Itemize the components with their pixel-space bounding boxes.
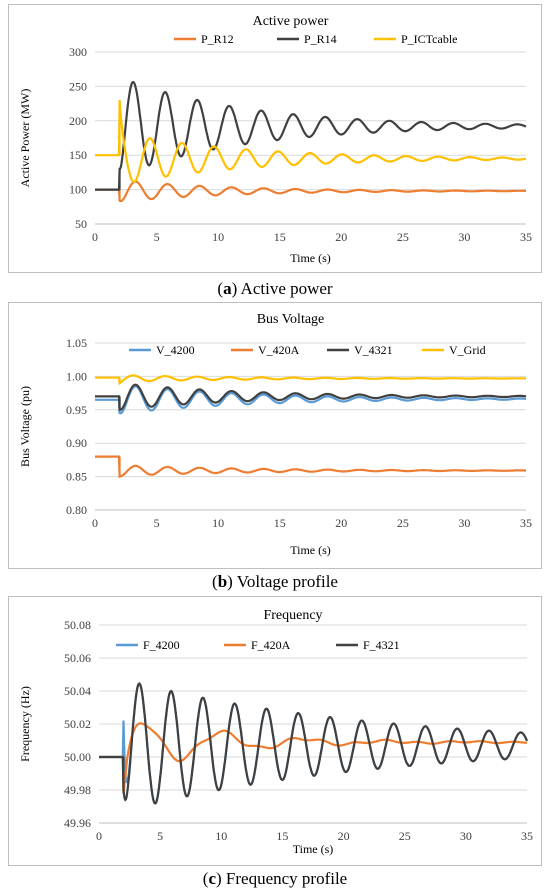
series-line-p-ictcable bbox=[95, 100, 527, 183]
caption-b: (b) Voltage profile bbox=[212, 572, 338, 591]
series-line-v-grid bbox=[95, 374, 526, 386]
legend-label: V_420A bbox=[258, 343, 300, 357]
x-tick-label: 5 bbox=[154, 516, 160, 530]
y-tick-label: 50.06 bbox=[64, 651, 91, 665]
x-tick-label: 30 bbox=[458, 516, 470, 530]
y-tick-label: 50.08 bbox=[64, 618, 91, 632]
x-tick-label: 0 bbox=[96, 829, 102, 843]
caption-b-text: Voltage profile bbox=[236, 572, 338, 591]
chart-title: Bus Voltage bbox=[257, 312, 325, 327]
legend-label: P_R12 bbox=[201, 32, 234, 46]
chart-frequency: Frequency 49.96 49.98 50.00 50.02 50.04 50.06 5… bbox=[18, 608, 533, 856]
y-axis-label: Active Power (MW) bbox=[18, 89, 32, 188]
y-tick-label: 0.90 bbox=[66, 436, 87, 450]
series-line-p-r14 bbox=[95, 80, 527, 191]
y-tick-label: 250 bbox=[69, 79, 87, 93]
y-tick-label: 300 bbox=[69, 45, 87, 59]
x-tick-label: 0 bbox=[92, 516, 98, 530]
series-line-v-420a bbox=[95, 455, 526, 479]
x-tick-label: 20 bbox=[338, 829, 350, 843]
caption-c-text: Frequency profile bbox=[225, 869, 348, 888]
x-tick-label: 35 bbox=[520, 230, 532, 244]
chart-title: Active power bbox=[253, 14, 329, 29]
chart-panel-bus-voltage: Bus Voltage 0.80 0.85 0.90 0.95 1.00 1.05 0 5 10 1… bbox=[8, 302, 542, 569]
x-axis-label: Time (s) bbox=[293, 842, 334, 856]
y-tick-label: 1.05 bbox=[66, 336, 87, 350]
chart-panel-active-power: Active power 50 100 150 200 250 300 0 5 10 15 20 25 3… bbox=[8, 4, 542, 273]
y-tick-label: 50.04 bbox=[64, 684, 91, 698]
x-tick-label: 20 bbox=[335, 516, 347, 530]
x-tick-label: 10 bbox=[215, 829, 227, 843]
series-line-f-420a bbox=[99, 722, 527, 794]
x-tick-label: 30 bbox=[458, 230, 470, 244]
y-tick-label: 200 bbox=[69, 114, 87, 128]
legend-label: V_Grid bbox=[449, 343, 486, 357]
y-tick-label: 50 bbox=[75, 217, 87, 231]
x-tick-label: 25 bbox=[399, 829, 411, 843]
x-tick-label: 10 bbox=[212, 230, 224, 244]
x-tick-label: 25 bbox=[397, 230, 409, 244]
y-tick-label: 0.95 bbox=[66, 403, 87, 417]
legend-label: F_420A bbox=[251, 638, 291, 652]
x-tick-label: 20 bbox=[335, 230, 347, 244]
y-tick-label: 50.00 bbox=[64, 750, 91, 764]
caption-a: (a) Active power bbox=[217, 279, 333, 298]
x-tick-label: 10 bbox=[212, 516, 224, 530]
legend-label: V_4321 bbox=[354, 343, 393, 357]
x-axis-label: Time (s) bbox=[290, 543, 331, 557]
caption-c: (c) Frequency profile bbox=[202, 869, 348, 888]
legend-label: F_4321 bbox=[363, 638, 400, 652]
x-tick-label: 15 bbox=[276, 829, 288, 843]
chart-active-power: Active power 50 100 150 200 250 300 0 5 10 15 20 25 3… bbox=[18, 14, 532, 265]
x-tick-label: 15 bbox=[274, 230, 286, 244]
y-axis-label: Bus Voltage (pu) bbox=[18, 386, 32, 467]
chart-bus-voltage: Bus Voltage 0.80 0.85 0.90 0.95 1.00 1.05 0 5 10 1… bbox=[18, 312, 532, 557]
x-tick-label: 5 bbox=[157, 829, 163, 843]
y-tick-label: 49.96 bbox=[64, 816, 91, 830]
y-tick-label: 100 bbox=[69, 183, 87, 197]
caption-a-text: Active power bbox=[240, 279, 333, 298]
y-tick-label: 0.85 bbox=[66, 470, 87, 484]
x-tick-label: 35 bbox=[520, 516, 532, 530]
y-tick-label: 0.80 bbox=[66, 503, 87, 517]
chart-panel-frequency: Frequency 49.96 49.98 50.00 50.02 50.04 50.06 5… bbox=[8, 596, 542, 866]
x-tick-label: 0 bbox=[92, 230, 98, 244]
x-tick-label: 15 bbox=[274, 516, 286, 530]
caption-c-letter: c bbox=[208, 869, 216, 888]
legend-label: P_R14 bbox=[304, 32, 337, 46]
legend-label: F_4200 bbox=[143, 638, 180, 652]
chart-title: Frequency bbox=[263, 608, 322, 623]
x-tick-label: 25 bbox=[397, 516, 409, 530]
y-tick-label: 49.98 bbox=[64, 783, 91, 797]
legend-label: V_4200 bbox=[156, 343, 195, 357]
series-line-v-4321 bbox=[95, 383, 527, 411]
y-axis-label: Frequency (Hz) bbox=[18, 686, 32, 762]
series-line-v-4200 bbox=[95, 385, 526, 415]
series-line-p-r12 bbox=[95, 180, 526, 203]
y-tick-label: 50.02 bbox=[64, 717, 91, 731]
series-line-f-4321 bbox=[99, 682, 529, 805]
caption-a-letter: a bbox=[223, 279, 232, 298]
x-tick-label: 5 bbox=[154, 230, 160, 244]
x-tick-label: 35 bbox=[521, 829, 533, 843]
caption-b-letter: b bbox=[217, 572, 228, 591]
x-tick-label: 30 bbox=[460, 829, 472, 843]
y-tick-label: 1.00 bbox=[66, 369, 87, 383]
legend-label: P_ICTcable bbox=[401, 32, 457, 46]
x-axis-label: Time (s) bbox=[290, 251, 331, 265]
y-tick-label: 150 bbox=[69, 148, 87, 162]
